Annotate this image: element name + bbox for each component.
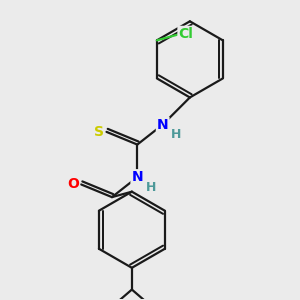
Text: H: H — [171, 128, 182, 141]
Text: Cl: Cl — [178, 27, 193, 41]
Text: H: H — [146, 181, 156, 194]
Text: N: N — [131, 170, 143, 184]
Text: O: O — [67, 177, 79, 191]
Text: S: S — [94, 125, 103, 139]
Text: N: N — [157, 118, 169, 132]
